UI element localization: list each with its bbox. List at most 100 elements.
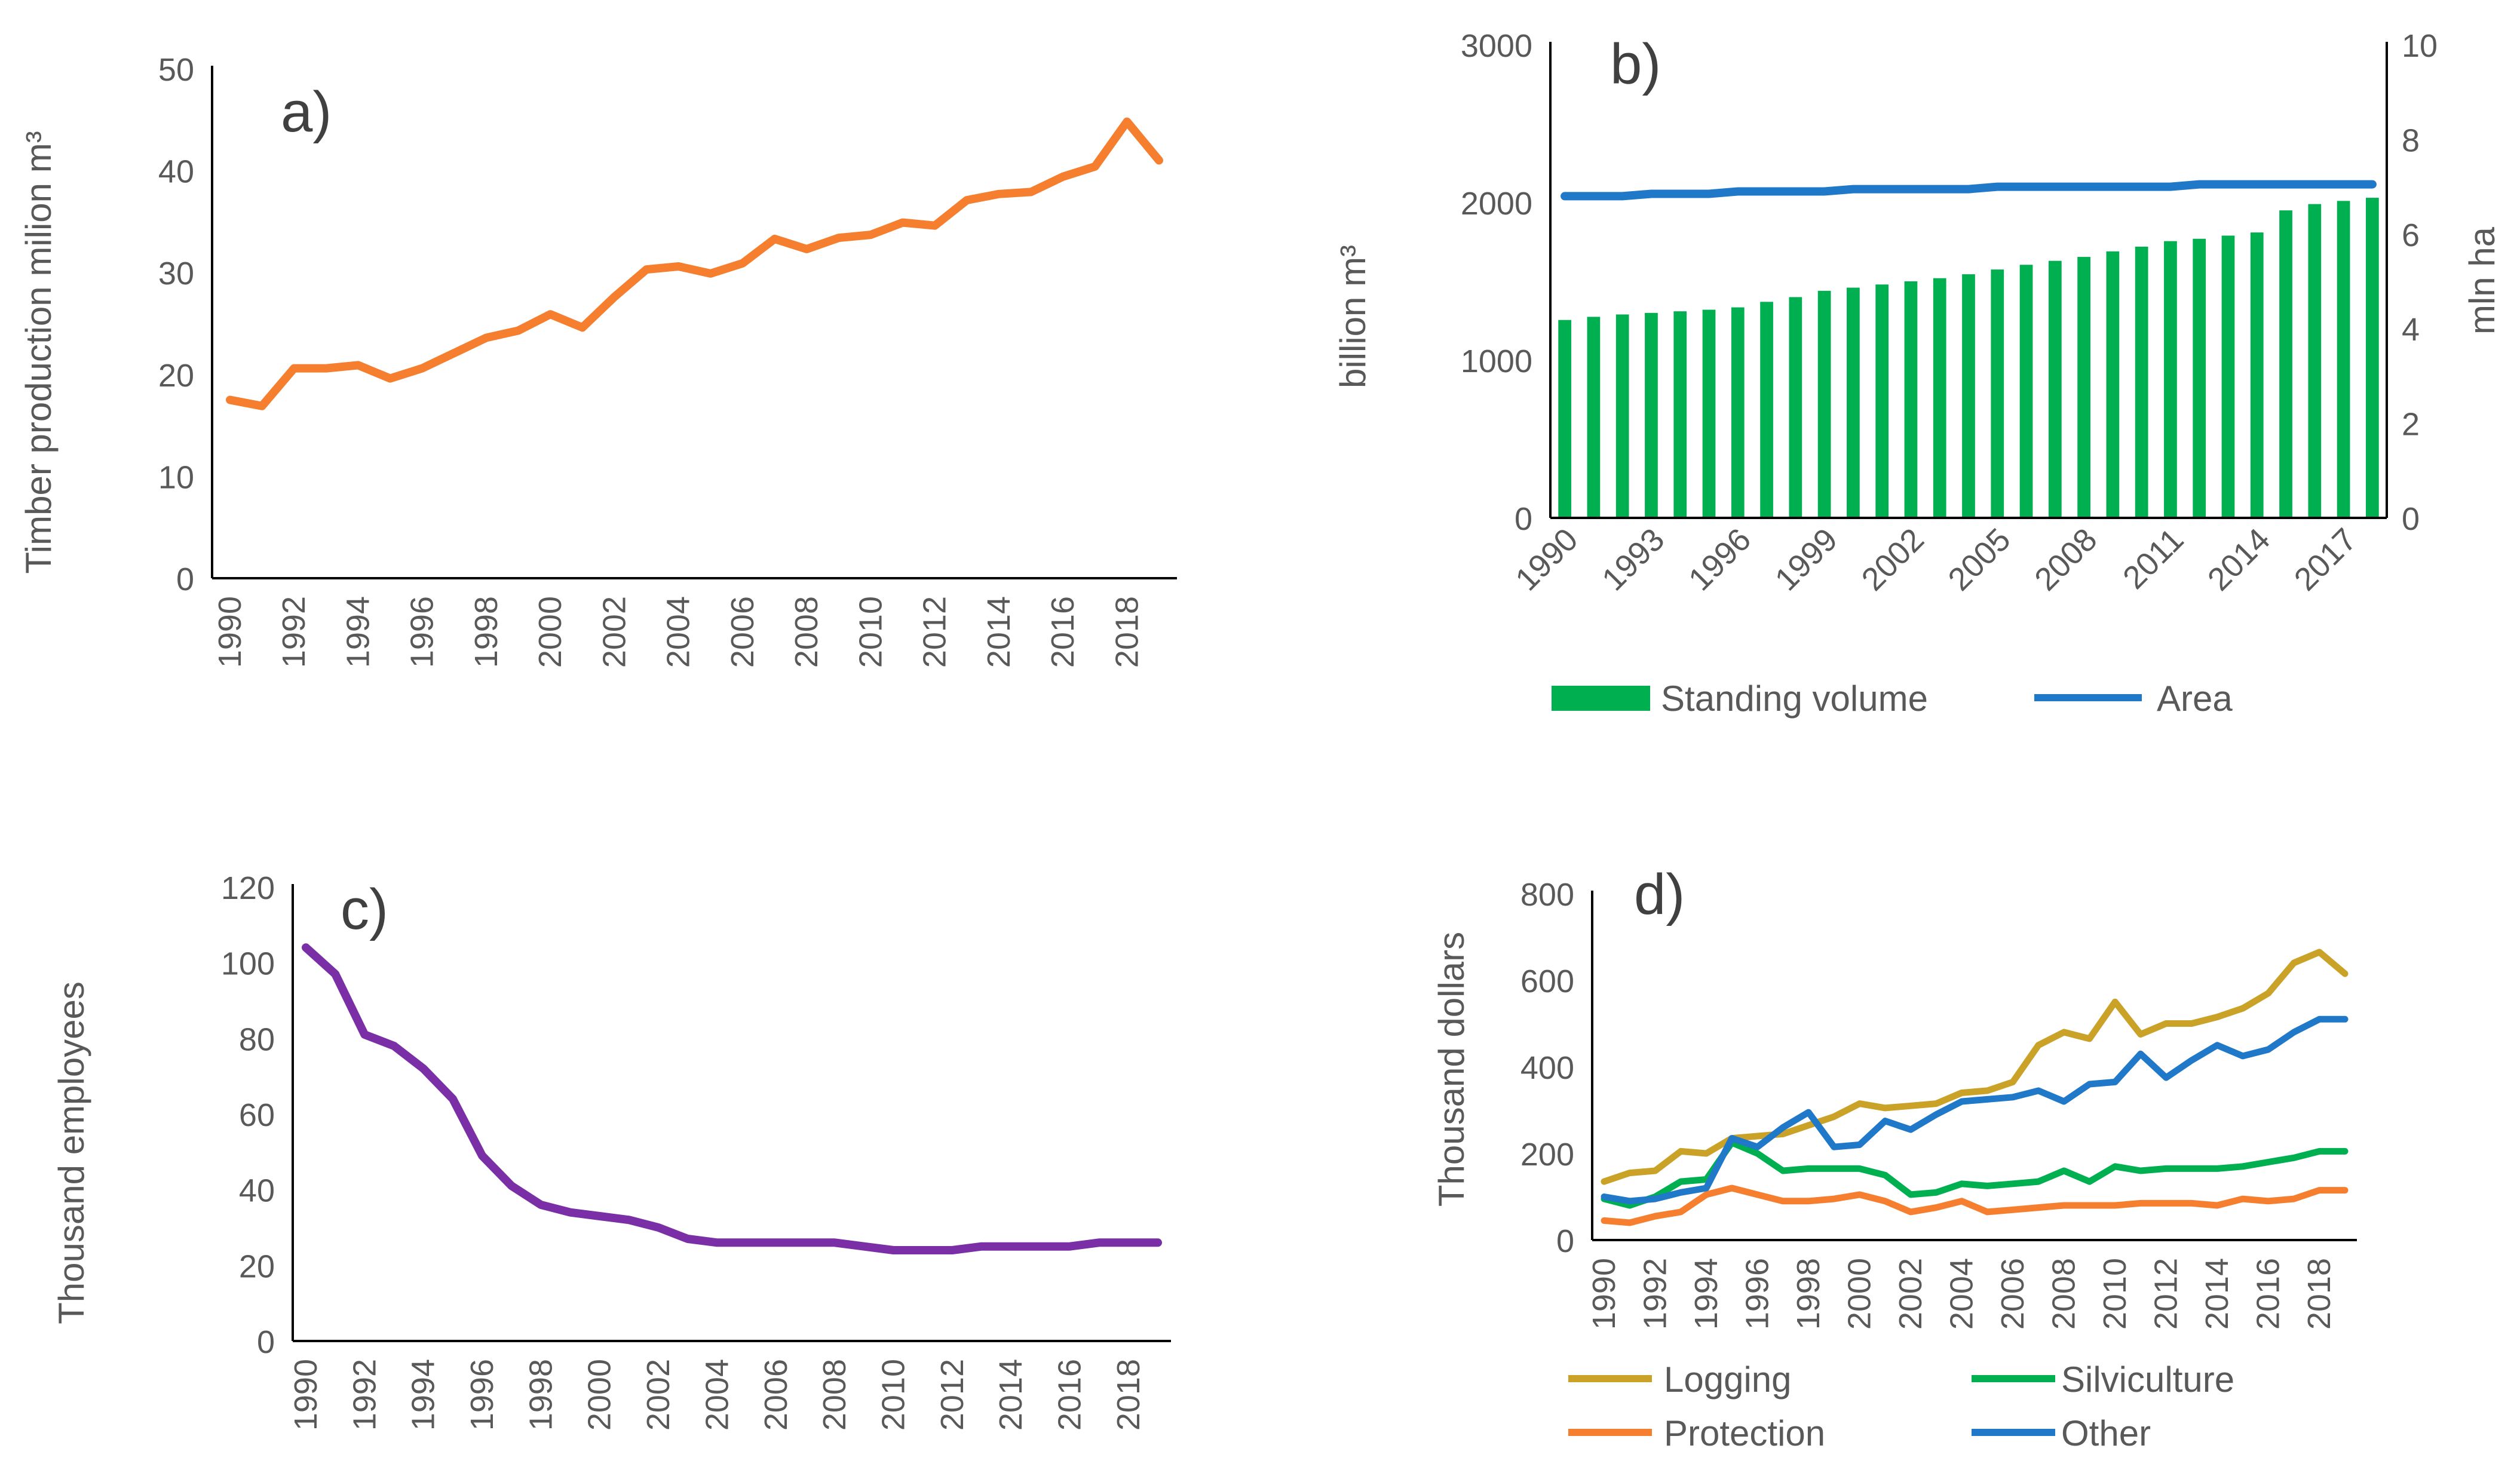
x-tick-label: 1992 [347, 1359, 382, 1431]
x-tick-label: 2004 [1944, 1258, 1980, 1330]
x-tick-label: 1996 [1740, 1258, 1776, 1330]
bar-standing-volume [1673, 311, 1687, 518]
panel-b-marks [1558, 180, 2379, 518]
y2-tick-label: 6 [2402, 217, 2420, 253]
x-tick-label: 2017 [2288, 521, 2363, 597]
series-line-other [1601, 1015, 2349, 1205]
panel-b: b) billion m³ mln ha 0 1000 2000 3000 0 2 4 6 8… [1333, 28, 2502, 719]
y-tick-label: 40 [158, 154, 194, 190]
y2-tick-label: 10 [2402, 28, 2438, 64]
panel-b-xticks: 1990 1993 1996 1999 2002 2005 2008 2011 2014 2017 [1509, 521, 2363, 597]
bar-standing-volume [1991, 269, 2004, 518]
bar-standing-volume [2077, 257, 2090, 518]
series-line-protection [1601, 1185, 2349, 1226]
panel-c-marks [302, 943, 1162, 1254]
panel-c-yticks: 0 20 40 60 80 100 120 [221, 870, 275, 1360]
panel-a-label: a) [281, 80, 332, 144]
x-tick-label: 1999 [1768, 521, 1844, 597]
legend-protection-label: Protection [1664, 1413, 1825, 1453]
panel-a-xticks: 1990 1992 1994 1996 1998 2000 2002 2004 2006 2008… [212, 596, 1145, 668]
x-tick-label: 2010 [853, 596, 888, 668]
y-tick-label: 10 [158, 459, 194, 495]
y-tick-label: 200 [1520, 1137, 1574, 1173]
panel-b-ylabel: billion m³ [1333, 245, 1373, 388]
x-tick-label: 2014 [2199, 1258, 2235, 1330]
bar-standing-volume [1789, 297, 1802, 518]
panel-d-yticks: 0 200 400 600 800 [1520, 877, 1574, 1259]
x-tick-label: 2004 [699, 1359, 735, 1431]
y-tick-label: 30 [158, 256, 194, 291]
y-tick-label: 0 [1556, 1223, 1574, 1259]
y-tick-label: 400 [1520, 1050, 1574, 1086]
x-tick-label: 2016 [1051, 1359, 1087, 1431]
x-tick-label: 2014 [981, 596, 1017, 668]
x-tick-label: 2012 [2148, 1258, 2184, 1330]
x-tick-label: 2008 [817, 1359, 853, 1431]
legend-standing-volume-swatch [1552, 686, 1650, 711]
x-tick-label: 2002 [640, 1359, 676, 1431]
series-line-employees [302, 943, 1162, 1254]
panel-b-yticks: 0 1000 2000 3000 [1461, 28, 1532, 537]
y-tick-label: 40 [239, 1173, 275, 1209]
y-tick-label: 20 [239, 1248, 275, 1284]
panel-c-ylabel: Thousand employees [51, 981, 91, 1324]
legend-silviculture-label: Silviculture [2061, 1360, 2234, 1400]
bar-standing-volume [2337, 201, 2350, 518]
bar-standing-volume [2366, 198, 2379, 518]
bar-standing-volume [2135, 246, 2148, 518]
series-line-logging [1601, 949, 2349, 1185]
series-line-timber-production [226, 117, 1163, 410]
bar-standing-volume [2164, 241, 2177, 518]
y-tick-label: 0 [1515, 501, 1532, 537]
panel-b-y2label: mln ha [2462, 226, 2502, 335]
x-tick-label: 2004 [661, 596, 697, 668]
panel-d-ylabel: Thousand dollars [1431, 932, 1471, 1207]
x-tick-label: 2018 [1109, 596, 1145, 668]
panel-c: c) Thousand employees 0 20 40 60 80 100 120 19… [51, 870, 1171, 1431]
x-tick-label: 1996 [404, 596, 440, 668]
y-tick-label: 3000 [1461, 28, 1532, 64]
legend-area-label: Area [2157, 679, 2233, 719]
x-tick-label: 2012 [934, 1359, 970, 1431]
x-tick-label: 1998 [1791, 1258, 1826, 1330]
x-tick-label: 2008 [2028, 521, 2104, 597]
x-tick-label: 2014 [2201, 521, 2277, 597]
x-tick-label: 2010 [2097, 1258, 2133, 1330]
y-tick-label: 100 [221, 946, 275, 982]
x-tick-label: 2008 [789, 596, 824, 668]
x-tick-label: 2016 [2251, 1258, 2286, 1330]
bar-standing-volume [2250, 232, 2264, 518]
legend-other-label: Other [2061, 1413, 2151, 1453]
bar-standing-volume [1904, 281, 1918, 518]
x-tick-label: 1994 [1688, 1258, 1724, 1330]
y2-tick-label: 2 [2402, 407, 2420, 443]
y2-tick-label: 0 [2402, 501, 2420, 537]
x-tick-label: 1992 [1638, 1258, 1673, 1330]
bar-standing-volume [1760, 302, 1773, 518]
panel-a-marks [226, 117, 1163, 410]
panel-a-ylabel: Timber production milion m³ [19, 131, 59, 573]
y-tick-label: 0 [176, 561, 194, 597]
y-tick-label: 50 [158, 52, 194, 88]
bar-standing-volume [1875, 284, 1889, 518]
bar-standing-volume [1587, 317, 1601, 518]
y-tick-label: 800 [1520, 877, 1574, 913]
x-tick-label: 2014 [993, 1359, 1029, 1431]
x-tick-label: 1994 [340, 596, 376, 668]
y-tick-label: 2000 [1461, 186, 1532, 222]
x-tick-label: 2000 [582, 1359, 618, 1431]
x-tick-label: 1996 [1682, 521, 1758, 597]
x-tick-label: 1990 [1586, 1258, 1622, 1330]
x-tick-label: 1990 [212, 596, 248, 668]
x-tick-label: 1996 [464, 1359, 500, 1431]
panel-a: a) Timber production milion m³ 0 10 20 30 40… [19, 52, 1177, 668]
panel-d-marks [1601, 949, 2349, 1226]
bar-standing-volume [2193, 238, 2206, 518]
bar-standing-volume [1615, 314, 1629, 518]
y-tick-label: 80 [239, 1021, 275, 1057]
bar-standing-volume [2308, 204, 2322, 518]
y-tick-label: 0 [257, 1324, 275, 1360]
x-tick-label: 1998 [468, 596, 504, 668]
x-tick-label: 2006 [1995, 1258, 2031, 1330]
